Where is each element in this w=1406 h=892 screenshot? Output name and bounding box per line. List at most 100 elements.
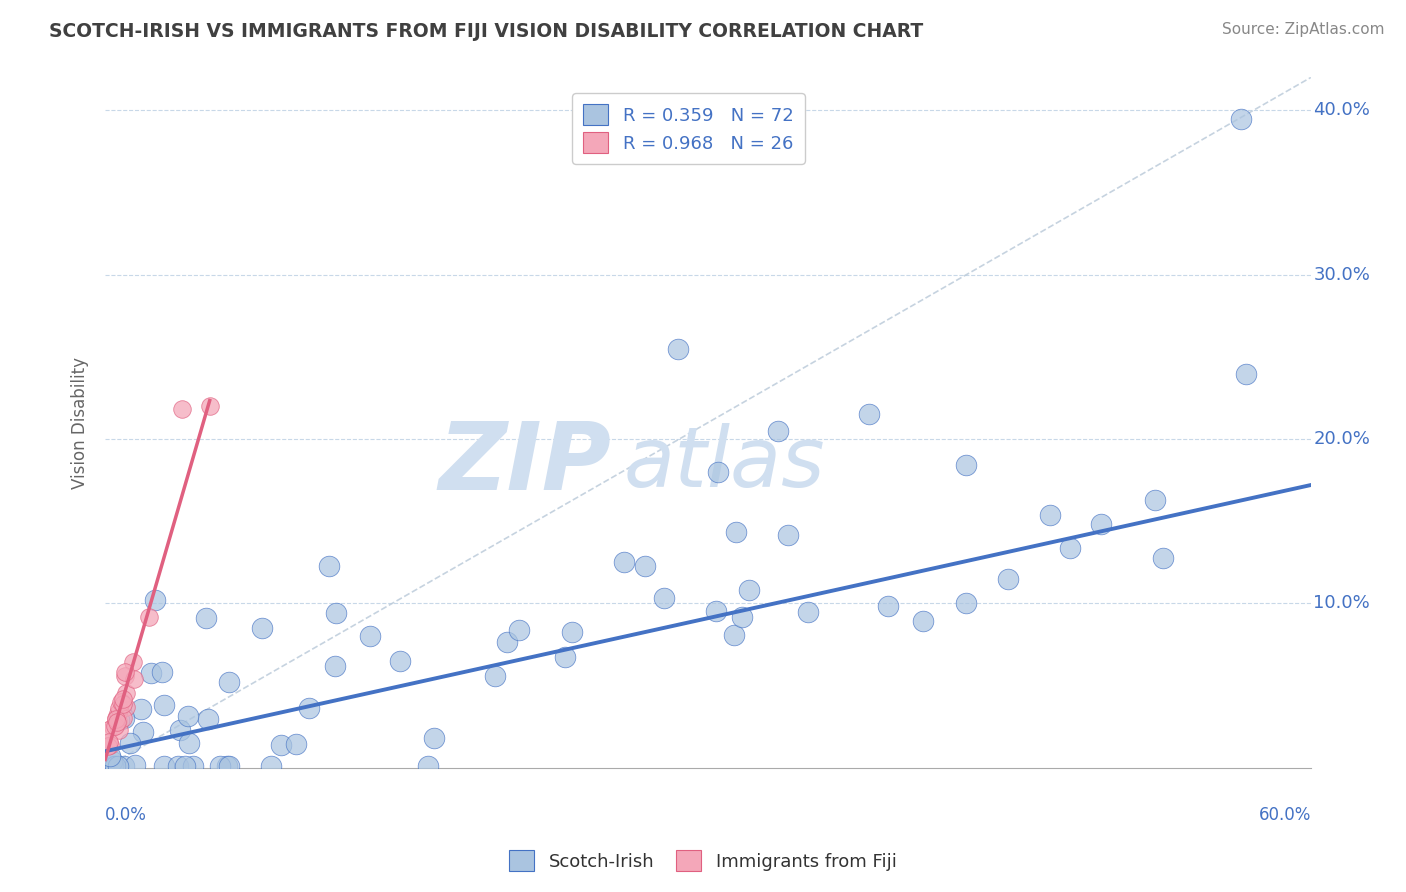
Legend: R = 0.359   N = 72, R = 0.968   N = 26: R = 0.359 N = 72, R = 0.968 N = 26 — [572, 94, 804, 164]
Point — [215, 759, 238, 773]
Point — [416, 759, 439, 773]
Point — [107, 706, 129, 720]
Point — [1144, 492, 1167, 507]
Point — [143, 592, 166, 607]
Text: SCOTCH-IRISH VS IMMIGRANTS FROM FIJI VISION DISABILITY CORRELATION CHART: SCOTCH-IRISH VS IMMIGRANTS FROM FIJI VIS… — [49, 22, 924, 41]
Point — [98, 735, 121, 749]
Text: 40.0%: 40.0% — [1313, 102, 1369, 120]
Point — [177, 737, 200, 751]
Point — [169, 723, 191, 737]
Point — [389, 654, 412, 668]
Point — [652, 591, 675, 605]
Point — [194, 611, 217, 625]
Point — [107, 713, 129, 727]
Point — [197, 712, 219, 726]
Point — [776, 528, 799, 542]
Point — [167, 759, 190, 773]
Point — [115, 699, 138, 714]
Point — [150, 665, 173, 679]
Y-axis label: Vision Disability: Vision Disability — [72, 357, 89, 489]
Point — [115, 686, 138, 700]
Point — [797, 605, 820, 619]
Point — [260, 759, 283, 773]
Point — [112, 759, 135, 773]
Point — [1059, 541, 1081, 556]
Text: 60.0%: 60.0% — [1258, 805, 1310, 823]
Point — [177, 709, 200, 723]
Point — [634, 558, 657, 573]
Point — [1090, 516, 1112, 531]
Point — [114, 669, 136, 683]
Point — [122, 672, 145, 686]
Point — [173, 759, 195, 773]
Point — [613, 555, 636, 569]
Point — [170, 402, 193, 417]
Point — [98, 749, 121, 764]
Point — [1234, 367, 1257, 381]
Point — [318, 559, 340, 574]
Point — [132, 724, 155, 739]
Point — [118, 736, 141, 750]
Point — [877, 599, 900, 613]
Point — [561, 624, 583, 639]
Point — [111, 698, 134, 712]
Point — [1152, 551, 1174, 566]
Point — [152, 759, 174, 773]
Point — [108, 701, 131, 715]
Point — [141, 665, 163, 680]
Point — [101, 759, 124, 773]
Point — [731, 609, 754, 624]
Point — [101, 720, 124, 734]
Point — [122, 655, 145, 669]
Point — [270, 738, 292, 752]
Point — [297, 701, 319, 715]
Point — [554, 650, 576, 665]
Point — [1039, 508, 1062, 522]
Text: atlas: atlas — [624, 424, 825, 505]
Point — [723, 627, 745, 641]
Text: 20.0%: 20.0% — [1313, 430, 1369, 448]
Point — [955, 595, 977, 609]
Point — [97, 739, 120, 753]
Point — [218, 759, 240, 773]
Point — [218, 674, 240, 689]
Text: Source: ZipAtlas.com: Source: ZipAtlas.com — [1222, 22, 1385, 37]
Point — [423, 731, 446, 746]
Point — [129, 702, 152, 716]
Point — [738, 583, 761, 598]
Point — [955, 458, 977, 473]
Point — [124, 758, 146, 772]
Point — [858, 408, 880, 422]
Point — [110, 694, 132, 708]
Point — [323, 658, 346, 673]
Point — [104, 759, 127, 773]
Legend: Scotch-Irish, Immigrants from Fiji: Scotch-Irish, Immigrants from Fiji — [502, 843, 904, 879]
Point — [111, 691, 134, 706]
Point — [105, 712, 128, 726]
Point — [107, 714, 129, 728]
Point — [98, 739, 121, 753]
Text: 30.0%: 30.0% — [1313, 266, 1369, 284]
Point — [114, 665, 136, 679]
Text: 10.0%: 10.0% — [1313, 594, 1369, 612]
Point — [181, 759, 204, 773]
Point — [666, 342, 689, 356]
Point — [198, 399, 221, 413]
Point — [707, 465, 730, 479]
Point — [108, 723, 131, 737]
Point — [105, 714, 128, 729]
Point — [1229, 112, 1251, 126]
Point — [208, 759, 231, 773]
Text: ZIP: ZIP — [439, 418, 612, 510]
Point — [768, 424, 790, 438]
Point — [153, 698, 176, 712]
Point — [107, 759, 129, 773]
Point — [111, 711, 134, 725]
Point — [495, 635, 517, 649]
Point — [484, 669, 506, 683]
Point — [359, 629, 381, 643]
Point — [508, 624, 530, 638]
Point — [112, 711, 135, 725]
Point — [911, 614, 934, 628]
Point — [250, 621, 273, 635]
